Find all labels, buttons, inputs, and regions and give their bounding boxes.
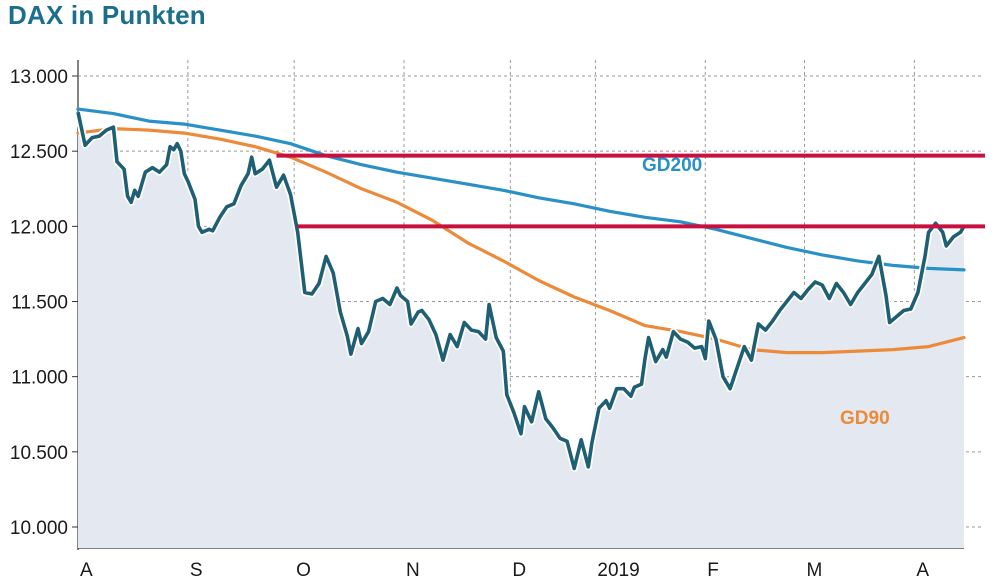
x-tick-label: D xyxy=(512,560,526,581)
y-tick-label: 10.000 xyxy=(10,518,68,539)
x-tick-label: O xyxy=(296,560,311,581)
y-tick-label: 11.500 xyxy=(11,293,68,314)
series-lines xyxy=(74,107,968,472)
x-axis-ticks: A S O N D 2019 F M A xyxy=(80,560,929,581)
reference-lines xyxy=(276,153,985,229)
dax-area xyxy=(78,112,964,548)
y-tick-label: 10.500 xyxy=(10,443,68,464)
series-line-gd90 xyxy=(76,127,966,355)
dax-line xyxy=(76,111,966,471)
gd90-label: GD90 xyxy=(840,408,890,429)
x-tick-label: N xyxy=(406,560,420,581)
x-tick-label: S xyxy=(190,560,203,581)
y-tick-label: 11.000 xyxy=(11,368,68,389)
gd200-label: GD200 xyxy=(642,155,702,176)
area-fill xyxy=(78,112,964,548)
y-tick-label: 13.000 xyxy=(10,67,68,88)
y-tick-label: 12.500 xyxy=(10,142,68,163)
x-tick-label: A xyxy=(916,560,929,581)
x-tick-label: 2019 xyxy=(597,560,639,581)
x-tick-label: M xyxy=(807,560,823,581)
y-tick-label: 12.000 xyxy=(10,217,68,238)
x-tick-label: F xyxy=(707,560,719,581)
series-line-gd200 xyxy=(76,107,966,272)
x-tick-label: A xyxy=(80,560,93,581)
y-axis-ticks: 13.000 12.500 12.000 11.500 11.000 10.500 10.0… xyxy=(10,67,68,539)
chart-title: DAX in Punkten xyxy=(8,0,206,30)
